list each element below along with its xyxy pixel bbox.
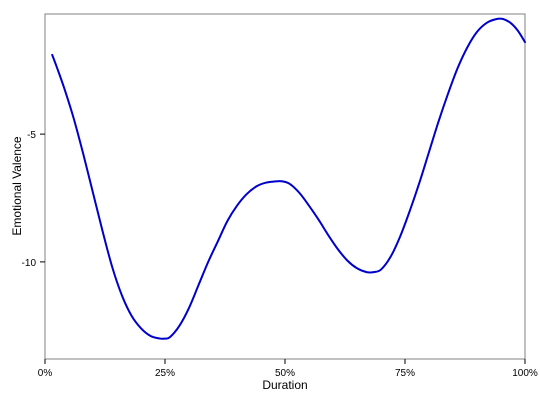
series-line [51, 17, 526, 340]
series-layer [51, 17, 526, 340]
plot-frame [44, 13, 526, 360]
x-tick-label: 0% [38, 368, 53, 379]
y-tick-label: -10 [22, 258, 37, 269]
x-axis: 0% 25% 50% 75% 100% [38, 359, 538, 379]
y-axis-title: Emotional Valence [10, 136, 24, 235]
x-tick-label: 100% [512, 368, 538, 379]
y-axis: -5 -10 [22, 130, 45, 269]
x-tick-label: 75% [395, 368, 415, 379]
y-tick-label: -5 [27, 130, 36, 141]
x-tick-label: 25% [155, 368, 175, 379]
x-tick-label: 50% [275, 368, 295, 379]
x-axis-title: Duration [262, 378, 307, 392]
